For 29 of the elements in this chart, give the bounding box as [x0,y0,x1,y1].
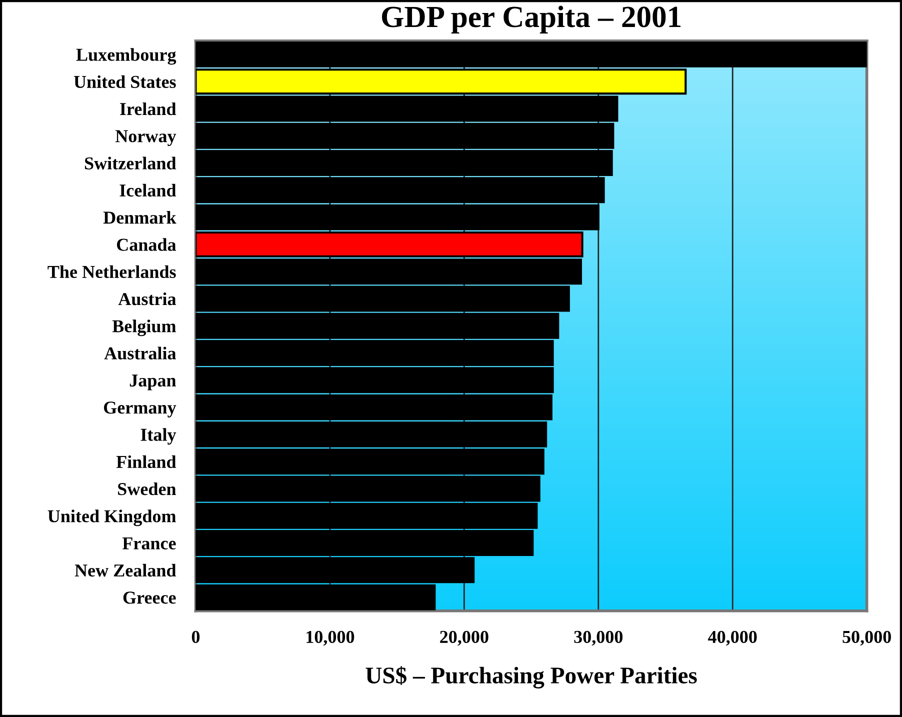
y-tick-label: Canada [116,238,176,251]
x-tick-label: 30,000 [574,630,623,646]
y-tick-label: Luxembourg [76,48,176,65]
y-tick-label: Norway [115,130,176,146]
x-tick-label: 40,000 [708,630,757,646]
y-tick-label: Denmark [103,211,176,224]
x-tick-label: 10,000 [306,630,354,646]
y-tick-label: Australia [104,346,176,360]
y-tick-label: Greece [123,592,176,604]
y-tick-label: United States [74,75,176,88]
y-tick-label: Germany [104,402,176,418]
chart-title: GDP per Capita – 2001 [382,6,681,34]
y-tick-label: Finland [116,455,176,468]
y-tick-label: Belgium [112,320,176,336]
y-tick-label: France [122,537,176,550]
x-tick-label: 20,000 [440,630,488,646]
y-tick-label: The Netherlands [48,265,176,278]
y-tick-label: New Zealand [74,564,176,577]
y-tick-label: Iceland [120,184,176,197]
y-tick-label: Switzerland [84,156,176,170]
x-axis-title: US$ – Purchasing Power Parities [366,666,697,688]
y-tick-label: Ireland [120,102,176,116]
x-tick-label: 50,000 [842,630,891,646]
x-tick-label: 0 [192,630,200,644]
y-tick-label: Austria [118,292,176,306]
y-tick-label: Japan [130,374,176,390]
y-tick-label: United Kingdom [48,510,176,526]
y-tick-label: Sweden [118,482,176,496]
y-tick-label: Italy [140,428,176,445]
